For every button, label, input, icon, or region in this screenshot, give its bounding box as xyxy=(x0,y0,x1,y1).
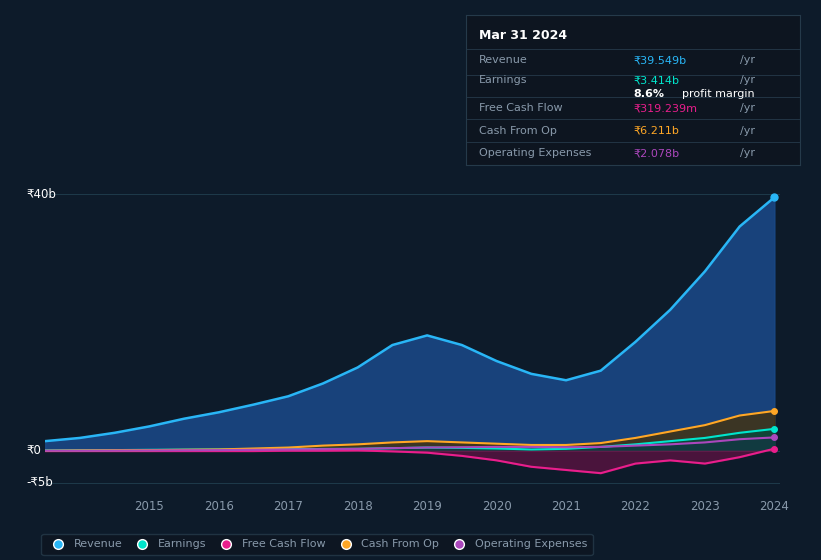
Text: ₹319.239m: ₹319.239m xyxy=(633,103,697,113)
Text: ₹40b: ₹40b xyxy=(26,188,56,201)
Text: /yr: /yr xyxy=(741,125,755,136)
Text: ₹3.414b: ₹3.414b xyxy=(633,76,679,86)
Text: Earnings: Earnings xyxy=(479,76,527,86)
Text: /yr: /yr xyxy=(741,76,755,86)
Text: ₹2.078b: ₹2.078b xyxy=(633,148,679,158)
Text: ₹0: ₹0 xyxy=(26,444,41,458)
Text: Operating Expenses: Operating Expenses xyxy=(479,148,591,158)
Text: -₹5b: -₹5b xyxy=(26,477,53,489)
Text: Cash From Op: Cash From Op xyxy=(479,125,557,136)
Text: ₹6.211b: ₹6.211b xyxy=(633,125,679,136)
Text: Mar 31 2024: Mar 31 2024 xyxy=(479,29,567,41)
Text: /yr: /yr xyxy=(741,103,755,113)
Text: /yr: /yr xyxy=(741,148,755,158)
Text: Free Cash Flow: Free Cash Flow xyxy=(479,103,562,113)
Text: ₹39.549b: ₹39.549b xyxy=(633,55,686,65)
Text: profit margin: profit margin xyxy=(681,89,754,99)
Text: Revenue: Revenue xyxy=(479,55,528,65)
Text: 8.6%: 8.6% xyxy=(633,89,664,99)
Text: /yr: /yr xyxy=(741,55,755,65)
Legend: Revenue, Earnings, Free Cash Flow, Cash From Op, Operating Expenses: Revenue, Earnings, Free Cash Flow, Cash … xyxy=(42,534,593,555)
